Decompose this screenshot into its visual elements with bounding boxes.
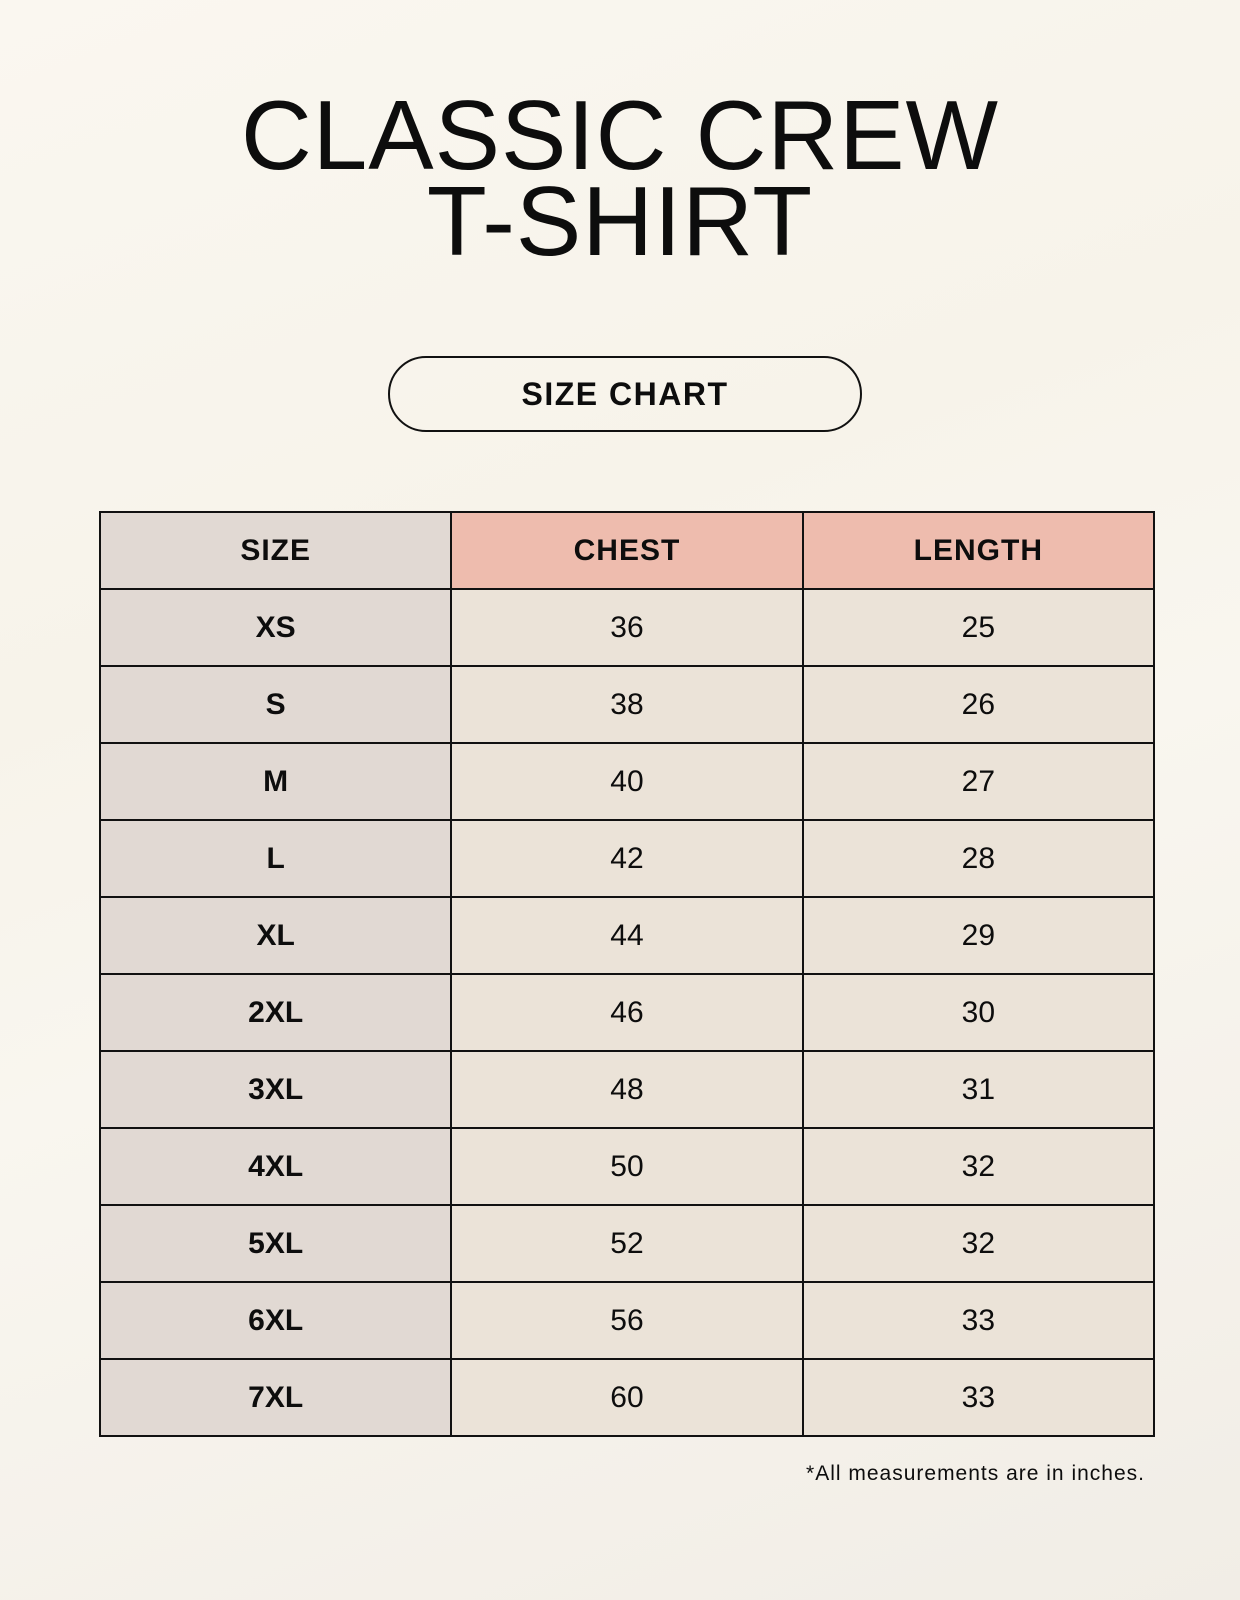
cell-length: 32 — [801, 1127, 1156, 1206]
cell-chest: 38 — [450, 665, 804, 744]
title-line-1: CLASSIC CREW — [240, 80, 999, 190]
table-row: 7XL 60 33 — [98, 1358, 1156, 1437]
cell-size: 4XL — [98, 1127, 453, 1206]
footnote: *All measurements are in inches. — [806, 1462, 1145, 1485]
header-size: SIZE — [98, 511, 453, 590]
table-row: 6XL 56 33 — [98, 1281, 1156, 1360]
cell-size: 7XL — [98, 1358, 453, 1437]
cell-length: 29 — [801, 896, 1156, 975]
table-row: 3XL 48 31 — [98, 1050, 1156, 1129]
cell-size: XS — [98, 588, 453, 667]
cell-length: 27 — [801, 742, 1156, 821]
cell-size: 2XL — [98, 973, 453, 1052]
cell-chest: 52 — [450, 1204, 804, 1283]
table-row: 2XL 46 30 — [98, 973, 1156, 1052]
table-row: XS 36 25 — [98, 588, 1156, 667]
cell-chest: 40 — [450, 742, 804, 821]
cell-size: 5XL — [98, 1204, 453, 1283]
cell-size: 3XL — [98, 1050, 453, 1129]
cell-size: M — [98, 742, 453, 821]
header-chest: CHEST — [450, 511, 804, 590]
cell-chest: 42 — [450, 819, 804, 898]
table-row: 4XL 50 32 — [98, 1127, 1156, 1206]
table-row: 5XL 52 32 — [98, 1204, 1156, 1283]
size-chart-badge: SIZE CHART — [388, 356, 862, 432]
cell-chest: 50 — [450, 1127, 804, 1206]
table-row: XL 44 29 — [98, 896, 1156, 975]
cell-chest: 46 — [450, 973, 804, 1052]
table-row: S 38 26 — [98, 665, 1156, 744]
cell-size: 6XL — [98, 1281, 453, 1360]
page-title: CLASSIC CREW T-SHIRT — [0, 80, 1240, 276]
cell-size: XL — [98, 896, 453, 975]
cell-length: 33 — [801, 1358, 1156, 1437]
cell-length: 28 — [801, 819, 1156, 898]
title-line-2: T-SHIRT — [426, 166, 814, 276]
cell-chest: 60 — [450, 1358, 804, 1437]
cell-length: 33 — [801, 1281, 1156, 1360]
cell-size: S — [98, 665, 453, 744]
cell-length: 26 — [801, 665, 1156, 744]
table-row: M 40 27 — [98, 742, 1156, 821]
table-header-row: SIZE CHEST LENGTH — [98, 511, 1156, 590]
cell-length: 30 — [801, 973, 1156, 1052]
cell-length: 25 — [801, 588, 1156, 667]
header-length: LENGTH — [801, 511, 1156, 590]
cell-chest: 36 — [450, 588, 804, 667]
cell-length: 32 — [801, 1204, 1156, 1283]
table-row: L 42 28 — [98, 819, 1156, 898]
size-table: SIZE CHEST LENGTH XS 36 25 S 38 26 M 40 27 L 42 28 X… — [98, 511, 1156, 1437]
cell-size: L — [98, 819, 453, 898]
cell-chest: 56 — [450, 1281, 804, 1360]
cell-length: 31 — [801, 1050, 1156, 1129]
cell-chest: 44 — [450, 896, 804, 975]
cell-chest: 48 — [450, 1050, 804, 1129]
